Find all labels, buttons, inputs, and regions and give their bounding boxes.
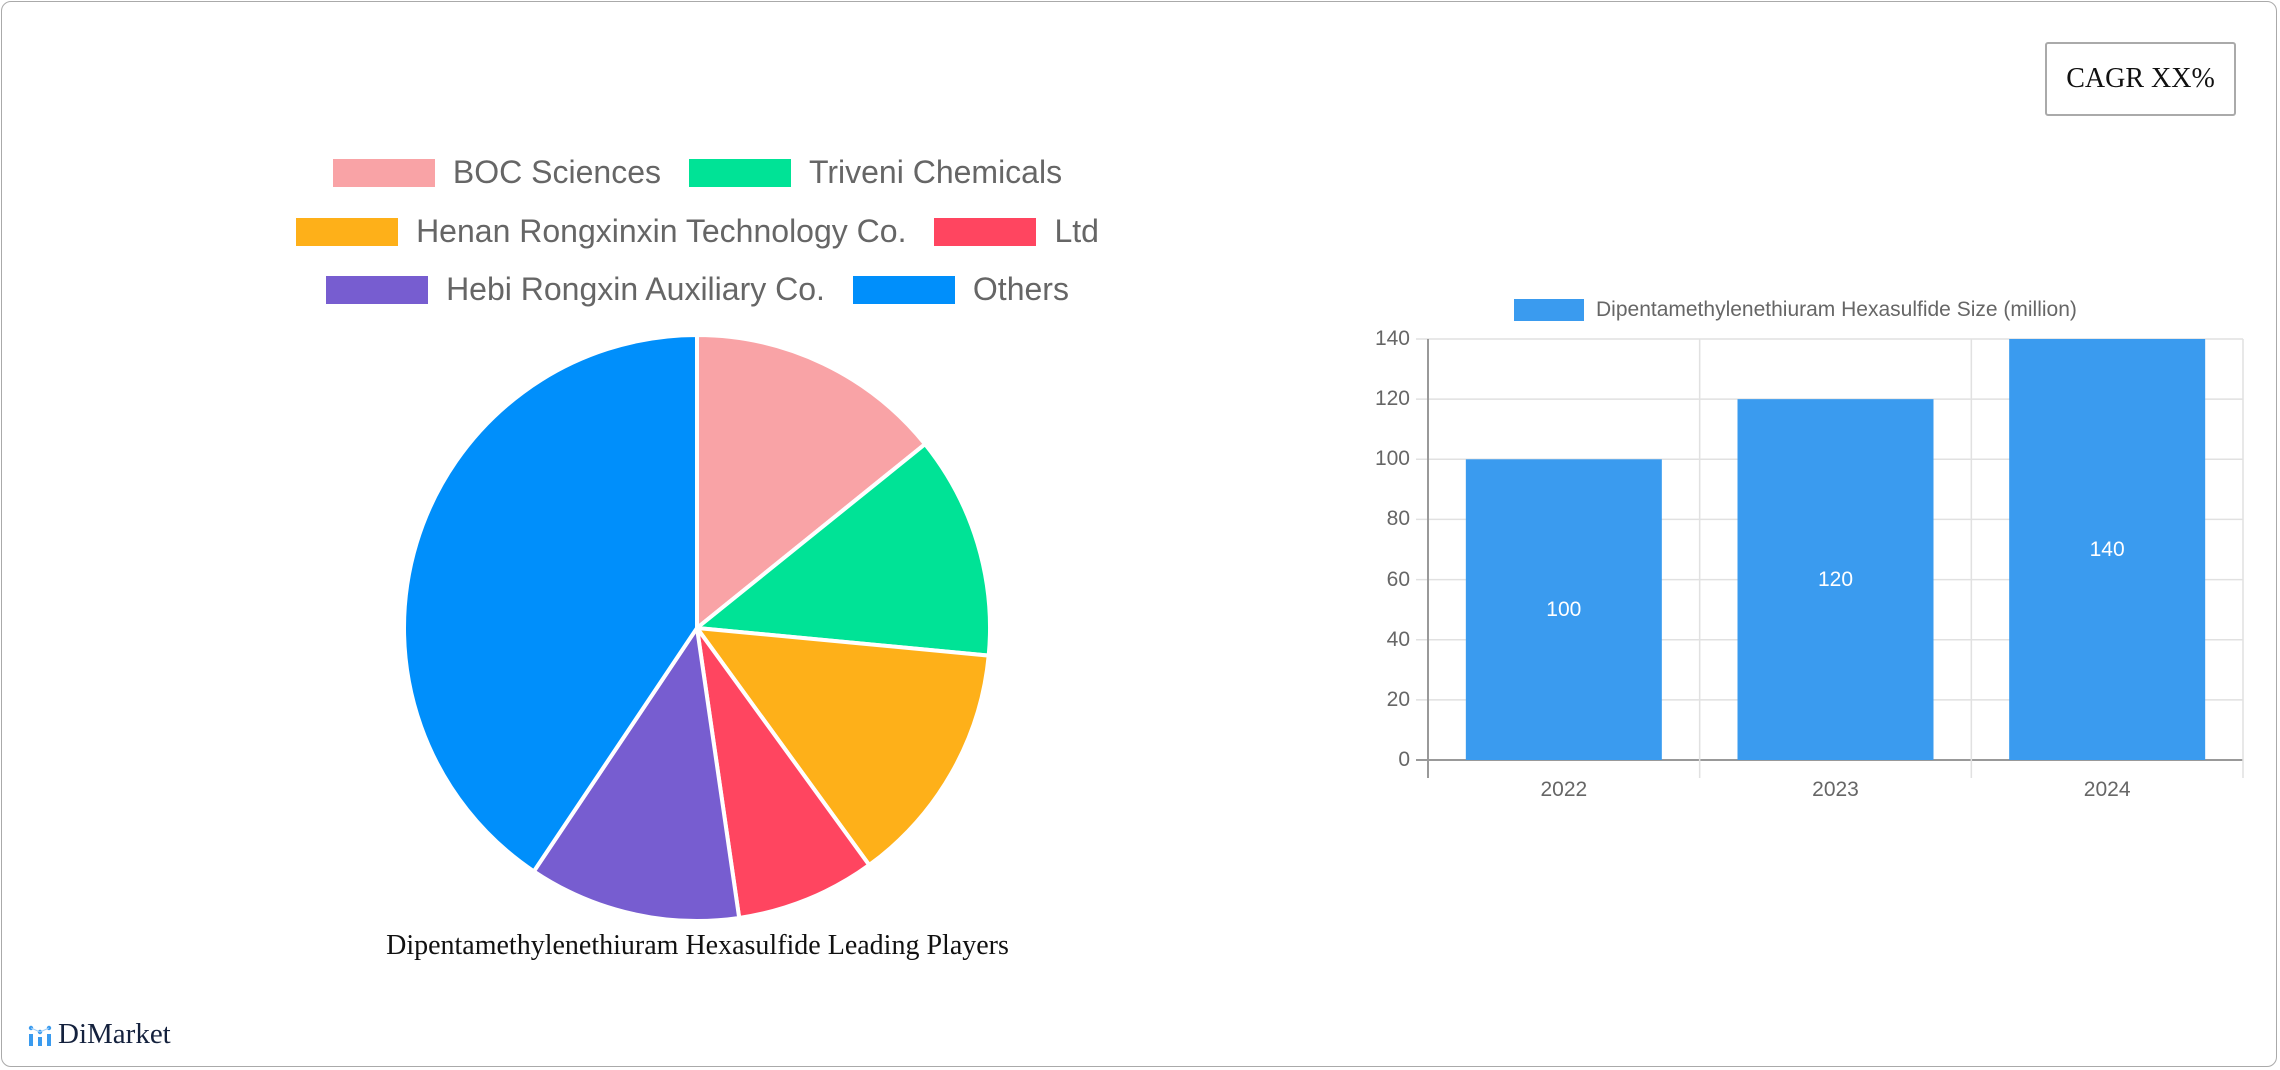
- y-tick-label: 140: [1374, 327, 1410, 350]
- y-tick-label: 60: [1386, 567, 1410, 591]
- bar[interactable]: [1737, 399, 1934, 760]
- bar[interactable]: [2009, 339, 2206, 760]
- pie-slice[interactable]: [692, 625, 991, 868]
- legend-label: BOC Sciences: [452, 154, 661, 190]
- y-tick-label: 0: [1398, 748, 1410, 771]
- y-tick-label: 100: [1374, 447, 1410, 471]
- pie-legend-row-3: Hebi Rongxin Auxiliary Co. Others: [0, 271, 1395, 308]
- legend-label: Dipentamethylenethiuram Hexasulfide Size…: [1596, 298, 2077, 321]
- legend-label: Triveni Chemicals: [808, 154, 1063, 190]
- pie-slice[interactable]: [695, 332, 928, 633]
- legend-swatch: [852, 275, 955, 304]
- y-tick-label: 80: [1386, 507, 1410, 531]
- y-tick-label: 20: [1386, 687, 1410, 711]
- legend-item-boc-sciences[interactable]: BOC Sciences: [332, 154, 661, 191]
- bar[interactable]: [1465, 459, 1662, 760]
- pie-slice[interactable]: [691, 441, 992, 658]
- pie-chart-title: Dipentamethylenethiuram Hexasulfide Lead…: [386, 930, 1009, 961]
- dimarket-logo[interactable]: DiMarket: [28, 1018, 171, 1051]
- cagr-badge: CAGR XX%: [2045, 42, 2236, 116]
- legend-swatch: [934, 217, 1037, 246]
- legend-swatch: [326, 275, 429, 304]
- pie-legend-row-1: BOC Sciences Triveni Chemicals: [0, 154, 1395, 191]
- legend-item-hebi-rongxin[interactable]: Hebi Rongxin Auxiliary Co.: [326, 271, 825, 308]
- legend-swatch: [1514, 299, 1584, 321]
- legend-label: Ltd: [1054, 213, 1099, 249]
- legend-swatch: [332, 158, 435, 187]
- legend-item-ltd[interactable]: Ltd: [934, 213, 1099, 250]
- legend-item-others[interactable]: Others: [852, 271, 1069, 308]
- pie-legend-row-2: Henan Rongxinxin Technology Co. Ltd: [0, 213, 1395, 250]
- y-tick-label: 40: [1386, 627, 1410, 651]
- bar-legend[interactable]: Dipentamethylenethiuram Hexasulfide Size…: [1514, 298, 2077, 322]
- legend-item-triveni-chemicals[interactable]: Triveni Chemicals: [688, 154, 1063, 191]
- legend-swatch: [296, 217, 399, 246]
- pie-chart: [402, 332, 992, 923]
- brand-name: DiMarket: [58, 1018, 171, 1050]
- legend-label: Others: [972, 271, 1069, 307]
- bar-value-label: 120: [1817, 567, 1854, 591]
- bar-value-label: 140: [2089, 537, 2125, 561]
- y-tick-label: 120: [1374, 387, 1410, 411]
- legend-label: Henan Rongxinxin Technology Co.: [416, 213, 907, 249]
- x-tick-label: 2023: [1812, 778, 1859, 801]
- legend-swatch: [688, 158, 791, 187]
- bar-dots-logo-icon: [28, 1025, 52, 1046]
- pie-slice[interactable]: [531, 622, 742, 923]
- x-tick-label: 2024: [2083, 778, 2131, 801]
- pie-slice[interactable]: [402, 332, 699, 875]
- legend-label: Hebi Rongxin Auxiliary Co.: [446, 271, 825, 307]
- x-tick-label: 2022: [1540, 778, 1588, 801]
- bar-value-label: 100: [1546, 597, 1582, 621]
- pie-slice[interactable]: [695, 626, 873, 921]
- legend-item-henan-rongxinxin[interactable]: Henan Rongxinxin Technology Co.: [296, 213, 906, 250]
